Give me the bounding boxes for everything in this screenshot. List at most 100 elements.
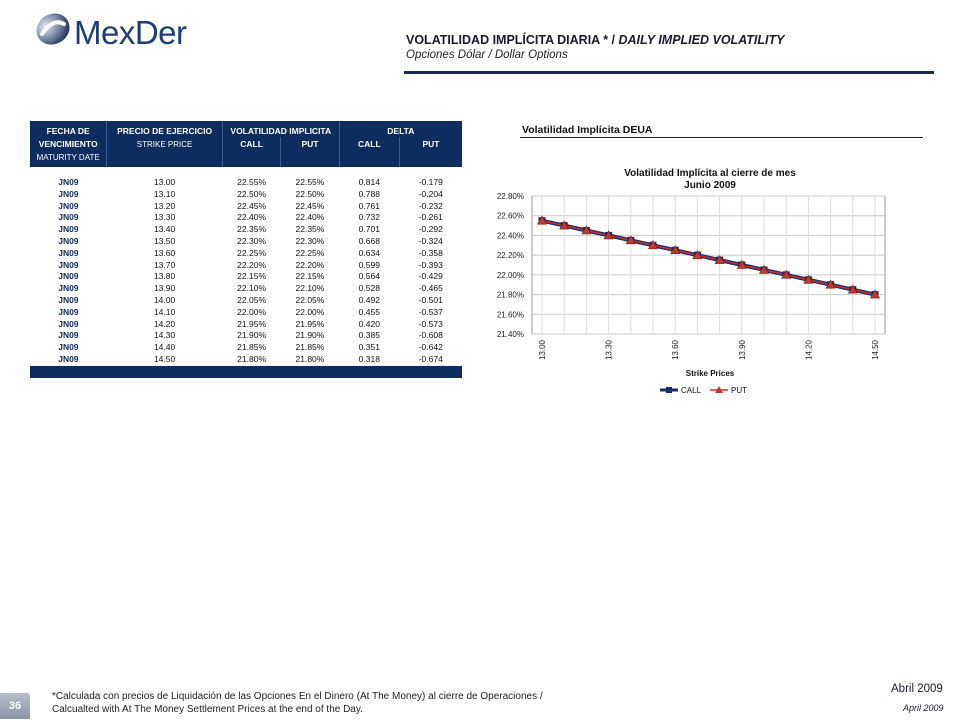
table-cell: -0.642 [418, 342, 443, 353]
table-cell: -0.232 [418, 200, 443, 211]
table-cell: 14.10 [153, 306, 176, 317]
date-spanish: Abril 2009 [891, 683, 943, 695]
y-tick-label: 22.40% [497, 231, 524, 240]
header-maturity: FECHA DE [30, 121, 108, 137]
table-cell: 14.00 [153, 294, 176, 305]
table-cell: 21.90% [295, 330, 325, 341]
table-cell: -0.179 [418, 177, 443, 187]
table-cell: 0.634 [358, 247, 380, 258]
table-cell: 14.40 [153, 342, 176, 353]
table-cell: 13.40 [153, 224, 176, 235]
table-cell: 22.30% [237, 235, 267, 246]
series-line-put [541, 219, 876, 296]
table-cell: JN09 [58, 318, 79, 329]
table-row: JN09 13.10 22.50% 22.50% 0.788 -0.204 [30, 189, 462, 201]
table-cell: 0.701 [358, 224, 380, 235]
data-point-put [559, 220, 570, 230]
table-cell: -0.324 [418, 235, 443, 246]
chart-subtitle: Junio 2009 [684, 180, 736, 191]
table-cell: -0.608 [418, 330, 443, 341]
data-point-put [736, 259, 747, 269]
table-cell: 14.20 [153, 318, 176, 329]
table-cell: JN09 [58, 235, 79, 246]
x-tick-label: 13.00 [538, 339, 547, 360]
table-cell: 22.00% [237, 306, 267, 317]
table-cell: 22.05% [237, 294, 267, 305]
table-cell: JN09 [58, 353, 79, 364]
table-cell: 0.599 [358, 259, 380, 270]
table-cell: 22.35% [295, 224, 325, 235]
table-cell: 22.20% [295, 259, 325, 270]
data-point-put [536, 215, 548, 225]
plot-area [531, 195, 886, 335]
table-row: JN09 13.50 22.30% 22.30% 0.668 -0.324 [30, 236, 462, 248]
table-row: JN09 13.70 22.20% 22.20% 0.599 -0.393 [30, 260, 462, 272]
date-english: April 2009 [903, 703, 944, 713]
table-row: JN09 13.60 22.25% 22.25% 0.634 -0.358 [30, 248, 462, 260]
table-cell: 0.668 [358, 235, 380, 246]
table-cell: 21.85% [237, 342, 267, 353]
y-tick-label: 22.20% [497, 251, 524, 260]
table-cell: 22.20% [237, 259, 267, 270]
table-cell: 0.761 [358, 200, 380, 211]
page-title-es: VOLATILIDAD IMPLÍCITA DIARIA * / [406, 33, 619, 47]
table-cell: 13.70 [153, 259, 176, 270]
table-cell: 22.50% [237, 188, 267, 199]
header-strike-en: STRIKE PRICE [106, 137, 223, 151]
table-cell: -0.261 [418, 212, 443, 223]
header-blank [399, 151, 462, 167]
data-point-put [603, 230, 614, 240]
table-cell: 13.30 [153, 212, 176, 223]
header-delta-put: PUT [399, 137, 462, 151]
y-tick-label: 22.60% [497, 212, 524, 221]
table-row: JN09 13.40 22.35% 22.35% 0.701 -0.292 [30, 224, 462, 236]
table-cell: -0.204 [418, 188, 443, 199]
table-cell: -0.429 [418, 271, 443, 282]
table-row: JN09 13.30 22.40% 22.40% 0.732 -0.261 [30, 212, 462, 224]
y-tick-label: 21.40% [497, 330, 524, 339]
table-cell: JN09 [58, 200, 79, 211]
data-point-put [714, 254, 725, 264]
x-tick-label: 13.90 [738, 339, 747, 360]
y-tick-label: 22.80% [497, 192, 524, 201]
table-row: JN09 14.40 21.85% 21.85% 0.351 -0.642 [30, 342, 462, 354]
table-cell: 22.15% [237, 271, 267, 282]
table-row: JN09 13.00 22.55% 22.55% 0.814 -0.179 [30, 177, 462, 189]
table-cell: 0.788 [358, 188, 380, 199]
table-cell: 22.10% [295, 283, 325, 294]
table-cell: 0.420 [358, 318, 380, 329]
table-cell: 22.40% [237, 212, 267, 223]
footnote: *Calculada con precios de Liquidación de… [52, 690, 692, 716]
legend-marker-call [666, 387, 672, 393]
table-cell: JN09 [58, 283, 79, 294]
x-tick-label: 14.50 [871, 339, 880, 360]
table-cell: -0.501 [418, 294, 443, 305]
table-cell: 13.20 [153, 200, 176, 211]
page-title: VOLATILIDAD IMPLÍCITA DIARIA * / DAILY I… [406, 33, 784, 47]
data-point-put [670, 245, 681, 255]
table-cell: JN09 [58, 342, 79, 353]
mexder-logo: MexDer [34, 8, 194, 54]
table-cell: JN09 [58, 294, 79, 305]
y-tick-label: 21.80% [497, 291, 524, 300]
table-body: JN09 13.00 22.55% 22.55% 0.814 -0.179 JN09 13.1… [30, 167, 462, 366]
table-cell: 21.95% [237, 318, 267, 329]
table-cell: 21.80% [295, 353, 325, 364]
page-title-en: DAILY IMPLIED VOLATILITY [618, 33, 785, 47]
data-point-put [781, 269, 792, 279]
table-cell: 13.00 [153, 177, 176, 187]
table-cell: 22.45% [295, 200, 325, 211]
table-cell: 22.25% [295, 247, 325, 258]
table-cell: 0.385 [358, 330, 380, 341]
table-row: JN09 13.90 22.10% 22.10% 0.528 -0.465 [30, 283, 462, 295]
mexder-logo-icon [36, 13, 70, 45]
data-point-put [581, 225, 592, 235]
table-cell: 21.95% [295, 318, 325, 329]
table-cell: JN09 [58, 177, 79, 187]
header-maturity-line2: VENCIMIENTO [30, 137, 108, 151]
table-cell: JN09 [58, 212, 79, 223]
chart-section-divider [520, 137, 923, 138]
table-row: JN09 13.20 22.45% 22.45% 0.761 -0.232 [30, 201, 462, 213]
table-cell: 13.80 [153, 271, 176, 282]
page-number: 36 [0, 693, 30, 719]
